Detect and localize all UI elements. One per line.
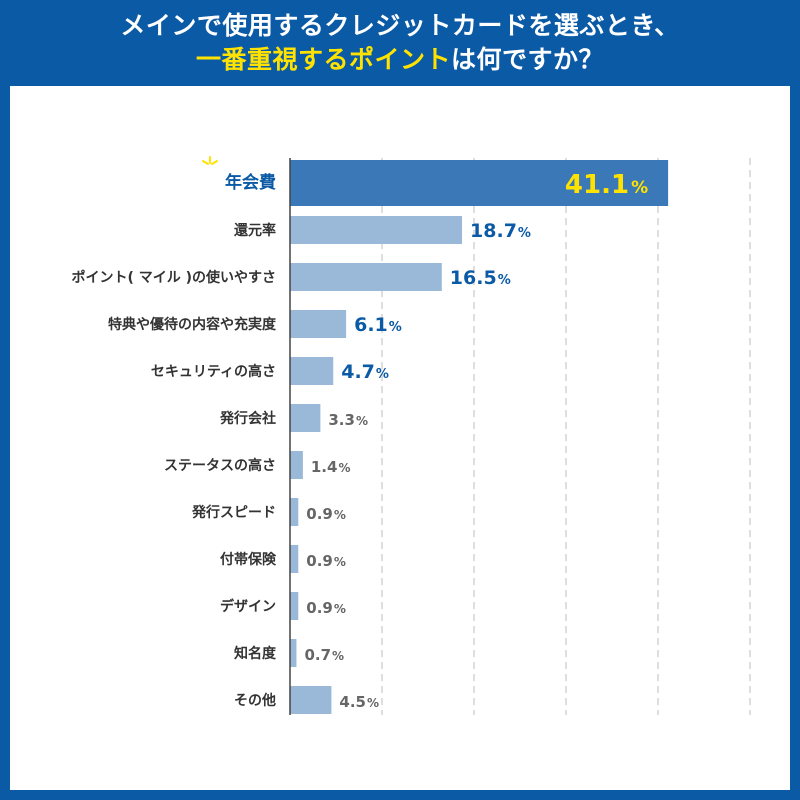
category-label: 特典や優待の内容や充実度 bbox=[108, 316, 277, 333]
category-label: 発行スピード bbox=[191, 504, 276, 521]
category-label: 知名度 bbox=[234, 645, 277, 662]
data-label: 0.9% bbox=[306, 552, 346, 570]
data-label: 16.5% bbox=[450, 267, 511, 289]
data-label: 41.1% bbox=[565, 170, 648, 200]
title-line-2: 一番重視するポイントは何ですか？ bbox=[196, 43, 604, 77]
bar bbox=[290, 592, 299, 620]
category-label: ステータスの高さ bbox=[164, 457, 276, 474]
bar bbox=[290, 263, 442, 291]
title-highlight: 一番重視するポイント bbox=[195, 45, 451, 74]
category-label: 年会費 bbox=[225, 172, 276, 193]
bar bbox=[290, 216, 463, 244]
category-label: セキュリティの高さ bbox=[151, 363, 276, 380]
data-label: 0.7% bbox=[304, 646, 344, 664]
category-label: その他 bbox=[234, 692, 276, 709]
bar bbox=[290, 545, 299, 573]
bar-highlight bbox=[290, 160, 669, 206]
data-label: 18.7% bbox=[470, 220, 531, 242]
category-label: デザイン bbox=[220, 598, 276, 615]
data-label: 4.5% bbox=[339, 693, 379, 711]
chart-header: メインで使用するクレジットカードを選ぶとき、 一番重視するポイントは何ですか？ bbox=[0, 0, 800, 86]
title-line-1: メインで使用するクレジットカードを選ぶとき、 bbox=[120, 11, 680, 40]
bar bbox=[290, 639, 297, 667]
data-label: 1.4% bbox=[311, 458, 351, 476]
bar bbox=[290, 498, 299, 526]
category-label: 付帯保険 bbox=[220, 551, 277, 568]
category-label: 発行会社 bbox=[219, 410, 276, 427]
data-label: 0.9% bbox=[306, 505, 346, 523]
data-label: 4.7% bbox=[341, 361, 389, 383]
bar bbox=[290, 686, 332, 714]
data-label: 0.9% bbox=[306, 599, 346, 617]
bar bbox=[290, 404, 321, 432]
bar bbox=[290, 357, 334, 385]
sparkle-accent bbox=[211, 160, 218, 165]
bar bbox=[290, 451, 303, 479]
category-label: ポイント( マイル )の使いやすさ bbox=[71, 269, 276, 286]
sparkle-accent bbox=[202, 160, 209, 165]
title-rest: は何ですか？ bbox=[451, 45, 605, 74]
data-label: 3.3% bbox=[328, 411, 368, 429]
category-label: 還元率 bbox=[234, 222, 276, 239]
data-label: 6.1% bbox=[354, 314, 402, 336]
bar bbox=[290, 310, 347, 338]
